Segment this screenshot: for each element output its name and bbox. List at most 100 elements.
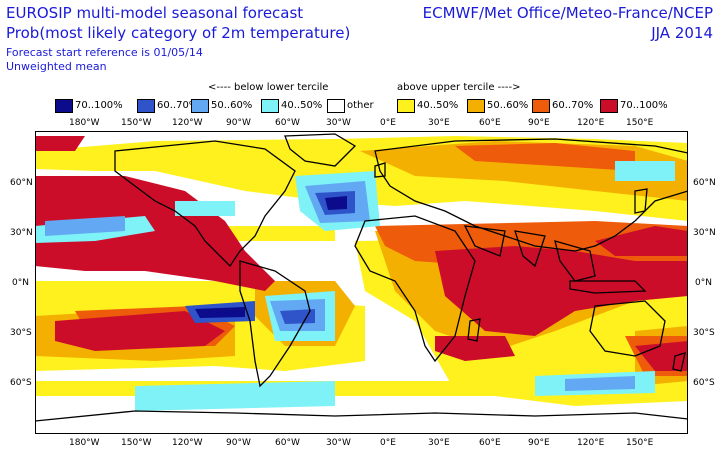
madagascar-coast — [467, 318, 481, 342]
high-70-region — [595, 226, 688, 256]
lon-label-bottom: 120°W — [172, 438, 203, 448]
legend-label: other — [347, 100, 374, 111]
legend-swatch — [467, 99, 485, 113]
lon-label-bottom: 150°W — [121, 438, 152, 448]
probability-fields — [35, 131, 688, 434]
south-america-coast — [239, 260, 311, 388]
legend-item: 40..50% — [397, 99, 458, 113]
legend-swatch — [55, 99, 73, 113]
japan-coast — [634, 188, 648, 214]
agencies-label: ECMWF/Met Office/Meteo-France/NCEP — [422, 4, 713, 22]
lon-label-top: 30°W — [326, 118, 351, 128]
lon-label-bottom: 180°W — [69, 438, 100, 448]
world-map — [35, 131, 688, 434]
greenland-coast — [284, 133, 357, 167]
lon-label-bottom: 30°W — [326, 438, 351, 448]
legend-item: 50..60% — [467, 99, 528, 113]
lon-label-top: 120°W — [172, 118, 203, 128]
lat-label-right: 60°N — [693, 178, 716, 188]
lon-label-top: 120°E — [577, 118, 605, 128]
lon-label-top: 150°E — [626, 118, 654, 128]
high-70-region — [55, 311, 225, 351]
low-50-region — [45, 216, 125, 236]
legend-swatch — [532, 99, 550, 113]
lon-label-top: 0°E — [380, 118, 396, 128]
low-40-region — [135, 381, 335, 411]
legend-label: 50..60% — [487, 100, 529, 111]
below-tercile-label: <---- below lower tercile — [208, 82, 329, 93]
high-60-region — [455, 143, 635, 171]
lon-label-top: 30°E — [428, 118, 450, 128]
legend-swatch — [261, 99, 279, 113]
low-50-region — [565, 376, 635, 391]
low-70-region — [195, 307, 245, 318]
legend-label: 60..70% — [552, 100, 594, 111]
lon-label-top: 180°W — [69, 118, 100, 128]
high-70-region — [435, 336, 515, 361]
lon-label-bottom: 60°W — [275, 438, 300, 448]
lon-label-bottom: 60°E — [479, 438, 501, 448]
legend-item: 60..70% — [532, 99, 593, 113]
map-frame — [35, 131, 688, 434]
low-60-region — [280, 309, 315, 324]
high-70-region — [35, 176, 275, 291]
new-zealand-coast — [672, 352, 686, 372]
low-70-region — [325, 196, 347, 210]
british-isles-coast — [374, 162, 386, 178]
legend-swatch — [137, 99, 155, 113]
low-40-region — [615, 161, 675, 181]
legend-label: 70..100% — [620, 100, 668, 111]
lon-label-bottom: 0°E — [380, 438, 396, 448]
legend-swatch — [600, 99, 618, 113]
legend-swatch — [327, 99, 345, 113]
high-70-region — [35, 136, 85, 151]
legend-item: 70..100% — [55, 99, 123, 113]
legend-item: 50..60% — [191, 99, 252, 113]
low-70-regions — [195, 196, 347, 318]
forecast-reference: Forecast start reference is 01/05/14 — [6, 46, 203, 59]
north-america-coast — [114, 140, 296, 268]
lon-label-top: 90°E — [528, 118, 550, 128]
legend-swatch — [191, 99, 209, 113]
lon-label-bottom: 90°E — [528, 438, 550, 448]
legend-item: 70..100% — [600, 99, 668, 113]
high-70-regions — [35, 136, 688, 371]
lon-label-top: 90°W — [226, 118, 251, 128]
lon-label-top: 150°W — [121, 118, 152, 128]
lat-label-left: 60°N — [10, 178, 33, 188]
legend-item: other — [327, 99, 374, 113]
high-70-region — [435, 246, 688, 336]
above-tercile-label: above upper tercile ----> — [397, 82, 521, 93]
lat-label-right: 30°N — [693, 228, 716, 238]
low-40-region — [175, 201, 235, 216]
lon-label-top: 60°W — [275, 118, 300, 128]
chart-title-line2: Prob(most likely category of 2m temperat… — [6, 24, 351, 42]
lat-label-right: 0°N — [695, 278, 712, 288]
lat-label-left: 0°N — [12, 278, 29, 288]
legend-label: 50..60% — [211, 100, 253, 111]
lon-label-bottom: 90°W — [226, 438, 251, 448]
mean-type: Unweighted mean — [6, 60, 107, 73]
legend-label: 40..50% — [417, 100, 459, 111]
lat-label-right: 30°S — [693, 328, 715, 338]
india-coast — [514, 230, 546, 268]
legend-item: 60..70% — [137, 99, 198, 113]
legend-swatch — [397, 99, 415, 113]
lon-label-bottom: 150°E — [626, 438, 654, 448]
antarctica-coast — [35, 410, 688, 422]
australia-coast — [589, 300, 666, 357]
lat-label-left: 30°N — [10, 228, 33, 238]
arabia-coast — [463, 225, 506, 257]
lon-label-bottom: 120°E — [577, 438, 605, 448]
lon-label-top: 60°E — [479, 118, 501, 128]
africa-coast — [354, 215, 476, 363]
legend-label: 70..100% — [75, 100, 123, 111]
lon-label-bottom: 30°E — [428, 438, 450, 448]
lat-label-right: 60°S — [693, 378, 715, 388]
lat-label-left: 60°S — [10, 378, 32, 388]
chart-title-line1: EUROSIP multi-model seasonal forecast — [6, 4, 304, 22]
legend-item: 40..50% — [261, 99, 322, 113]
indonesia-coast — [569, 280, 647, 294]
europe-asia-coast — [374, 138, 688, 252]
legend-label: 40..50% — [281, 100, 323, 111]
